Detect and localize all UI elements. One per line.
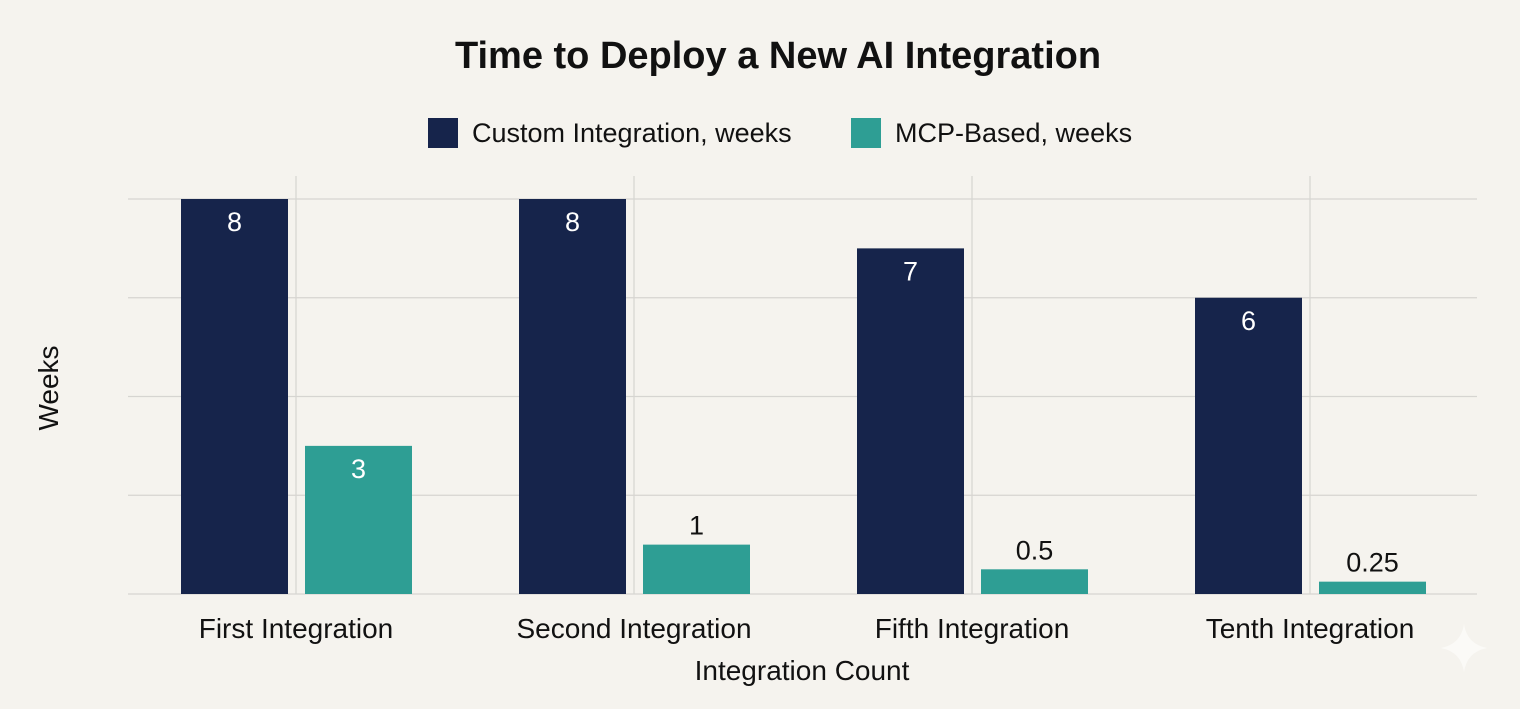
bar-mcp — [981, 569, 1088, 594]
bar-custom — [519, 199, 626, 594]
bar-mcp — [643, 544, 750, 594]
bar-mcp — [305, 445, 412, 594]
chart-title: Time to Deploy a New AI Integration — [455, 35, 1101, 77]
data-label: 0.5 — [1016, 535, 1054, 565]
data-label: 7 — [903, 256, 918, 286]
bar-custom — [857, 248, 964, 594]
x-tick-label: Fifth Integration — [875, 613, 1070, 644]
data-label: 8 — [565, 207, 580, 237]
x-tick-label: Tenth Integration — [1206, 613, 1415, 644]
y-axis-label: Weeks — [33, 345, 64, 430]
legend-label: MCP-Based, weeks — [895, 118, 1132, 148]
sparkle-icon — [1441, 624, 1487, 672]
x-axis-label: Integration Count — [695, 655, 910, 686]
bars — [181, 199, 1426, 594]
data-label: 8 — [227, 207, 242, 237]
legend-swatch — [851, 118, 881, 148]
bar-custom — [181, 199, 288, 594]
bar-custom — [1195, 297, 1302, 594]
legend: Custom Integration, weeks MCP-Based, week… — [428, 118, 1132, 148]
data-label: 0.25 — [1346, 548, 1399, 578]
data-label: 3 — [351, 454, 366, 484]
data-label: 6 — [1241, 306, 1256, 336]
data-label: 1 — [689, 511, 704, 541]
bar-mcp — [1319, 581, 1426, 594]
x-tick-labels: First Integration Second Integration Fifth… — [199, 613, 1415, 644]
x-tick-label: First Integration — [199, 613, 394, 644]
data-labels: 8 8 7 6 3 1 0.5 0.25 — [227, 207, 1399, 578]
legend-label: Custom Integration, weeks — [472, 118, 792, 148]
legend-swatch — [428, 118, 458, 148]
x-tick-label: Second Integration — [516, 613, 751, 644]
